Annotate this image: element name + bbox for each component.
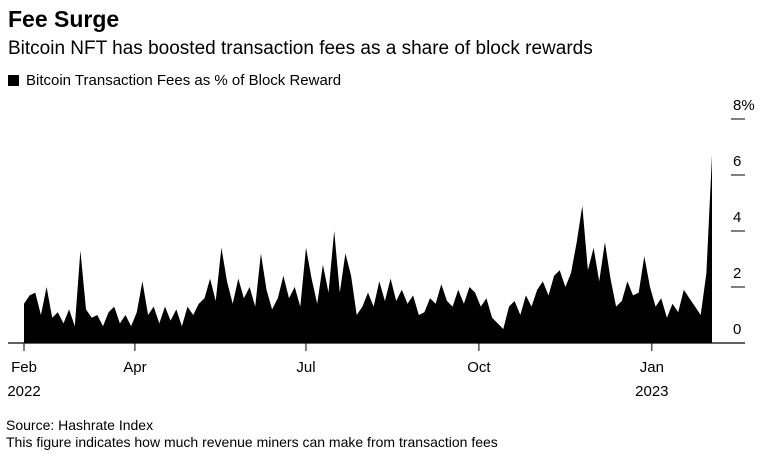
x-tick-year-label: 2022 bbox=[7, 383, 40, 400]
source-note: Source: Hashrate Index bbox=[6, 417, 154, 433]
legend-label: Bitcoin Transaction Fees as % of Block R… bbox=[26, 72, 342, 89]
x-tick-label: Feb bbox=[11, 359, 37, 376]
y-tick-label: 8% bbox=[733, 97, 755, 114]
y-tick-label: 4 bbox=[733, 209, 741, 226]
chart-title: Fee Surge bbox=[8, 6, 120, 32]
x-tick-label: Jul bbox=[296, 359, 315, 376]
x-tick-label: Jan bbox=[640, 359, 664, 376]
legend-swatch bbox=[8, 75, 19, 86]
series-area-0 bbox=[24, 155, 712, 343]
chart-legend: Bitcoin Transaction Fees as % of Block R… bbox=[8, 72, 341, 89]
y-tick-label: 0 bbox=[733, 321, 741, 338]
y-tick-label: 6 bbox=[733, 153, 741, 170]
x-tick-label: Apr bbox=[123, 359, 146, 376]
chart-subtitle: Bitcoin NFT has boosted transaction fees… bbox=[8, 38, 593, 59]
x-tick-year-label: 2023 bbox=[635, 383, 668, 400]
x-tick-label: Oct bbox=[467, 359, 491, 376]
y-tick-label: 2 bbox=[733, 265, 741, 282]
footnote: This figure indicates how much revenue m… bbox=[6, 434, 498, 450]
